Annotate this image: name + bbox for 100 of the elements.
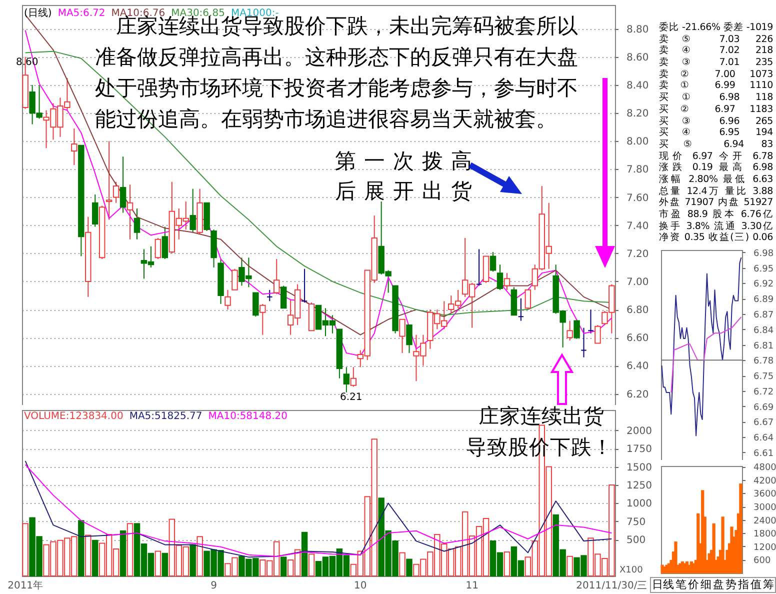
candlestick xyxy=(280,285,287,309)
y-tick-label: 6.61 xyxy=(754,449,774,459)
candlestick xyxy=(252,292,259,318)
candlestick xyxy=(406,324,412,354)
candlestick xyxy=(224,289,231,310)
candlestick xyxy=(350,366,357,388)
text: 筹 xyxy=(763,578,774,592)
text: 涨幅 2.80% 最低 6.63 xyxy=(658,174,774,186)
y-tick-label: 6.69 xyxy=(754,402,774,413)
text: 笔 xyxy=(675,578,686,592)
y-tick-label: 6.80 xyxy=(626,305,649,316)
y-tick-label: 8.00 xyxy=(626,136,649,148)
y-tick-label: 6.92 xyxy=(754,280,774,290)
y-tick-label: 6.87 xyxy=(754,310,774,320)
text: 卖⑤ 7.03 226 xyxy=(658,34,774,45)
y-tick-label: 4800 xyxy=(754,463,776,474)
candlestick xyxy=(476,248,482,286)
text: 外盘 71907 内盘 51927 xyxy=(658,197,774,209)
bar xyxy=(22,523,28,576)
y-tick-label: 6.81 xyxy=(754,341,774,352)
annotation: 6.21 xyxy=(340,392,364,404)
y-tick-label: 8.80 xyxy=(626,24,649,36)
candlestick xyxy=(301,268,308,304)
y-tick-label: 8.40 xyxy=(626,80,649,92)
text: 价 xyxy=(688,578,699,592)
y-tick-label: 3600 xyxy=(754,490,776,500)
annotation: 第一次拨高后展开出货 xyxy=(335,148,481,205)
text: MA10:58148.20 xyxy=(208,411,288,422)
y-tick-label: 6.67 xyxy=(754,418,774,428)
text: 指 xyxy=(738,578,750,592)
candlestick xyxy=(266,289,273,302)
bar xyxy=(739,483,742,574)
candlestick xyxy=(260,303,266,336)
y-tick-label: 6.40 xyxy=(626,361,649,372)
bar xyxy=(154,550,162,576)
candlestick xyxy=(71,128,78,166)
text: 总量 12.4万 量比 3.88 xyxy=(658,186,774,197)
y-tick-label: 1500 xyxy=(626,462,652,474)
x-tick-label: 10 xyxy=(354,580,367,592)
y-tick-label: 8.20 xyxy=(626,108,649,120)
bar xyxy=(566,556,573,576)
bar xyxy=(399,552,406,576)
y-tick-label: 3000 xyxy=(754,503,776,514)
x-tick-label: 9 xyxy=(210,580,217,592)
bar xyxy=(301,532,308,576)
text: 买① 6.98 118 xyxy=(658,92,774,104)
bar xyxy=(162,552,168,576)
candlestick xyxy=(399,318,406,354)
text: 涨跌 0.19 最高 6.98 xyxy=(658,162,774,174)
y-tick-label: 7.40 xyxy=(626,220,649,232)
candlestick xyxy=(524,289,532,310)
text: 卖② 7.00 1073 xyxy=(658,68,774,80)
candlestick xyxy=(134,208,140,240)
y-tick-label: 6.98 xyxy=(754,248,774,259)
y-tick-label: 6.64 xyxy=(754,434,774,444)
bar xyxy=(126,523,134,576)
bar xyxy=(660,564,664,574)
x-tick-label: 2011/11/30/三 xyxy=(576,580,648,592)
y-tick-label: 6.72 xyxy=(754,387,774,398)
candlestick xyxy=(154,237,162,260)
bar xyxy=(406,558,412,576)
candlestick xyxy=(126,184,134,240)
text: 卖③ 7.01 235 xyxy=(658,57,774,69)
y-tick-label: 6.95 xyxy=(754,264,774,274)
text: 卖① 6.99 1110 xyxy=(658,80,774,92)
candlestick xyxy=(92,194,98,228)
y-tick-label: 750 xyxy=(626,516,646,528)
y-tick-label: 6.20 xyxy=(626,389,649,400)
text: 买③ 6.96 265 xyxy=(658,116,774,128)
annotation: (日线) xyxy=(24,8,52,19)
y-tick-label: 7.00 xyxy=(626,276,649,288)
text: VOLUME:123834.00 xyxy=(24,411,124,422)
bar xyxy=(280,556,287,576)
candlestick xyxy=(112,181,120,204)
bar xyxy=(85,534,92,576)
bar xyxy=(721,516,724,574)
candlestick xyxy=(594,324,601,344)
candlestick xyxy=(490,252,496,272)
y-tick-label: 1000 xyxy=(626,498,652,510)
text: 市盈 88.9 股本 6.76亿 xyxy=(658,209,774,221)
text: 买⑤ 6.94 83 xyxy=(658,138,774,151)
y-tick-label: 1250 xyxy=(626,480,652,492)
text: 卖④ 7.02 218 xyxy=(658,45,774,57)
text: 细 xyxy=(700,578,712,592)
candlestick xyxy=(162,226,168,260)
y-tick-label: 6.75 xyxy=(754,372,774,382)
text: 委比 -21.66% 委差 -1019 xyxy=(658,22,774,34)
bar xyxy=(674,541,678,574)
bar xyxy=(120,530,126,576)
bar xyxy=(78,520,84,576)
y-tick-label: 8.60 xyxy=(626,52,649,64)
y-tick-label: 4200 xyxy=(754,476,776,486)
y-tick-label: 6.78 xyxy=(754,356,774,367)
y-tick-label: 1200 xyxy=(754,542,776,553)
text: 值 xyxy=(750,578,762,592)
bar xyxy=(92,540,98,576)
candlestick xyxy=(232,268,238,290)
y-tick-label: 600 xyxy=(754,556,771,566)
text: 换手 3.8% 流通 3.30亿 xyxy=(658,220,774,232)
candlestick xyxy=(496,264,504,290)
